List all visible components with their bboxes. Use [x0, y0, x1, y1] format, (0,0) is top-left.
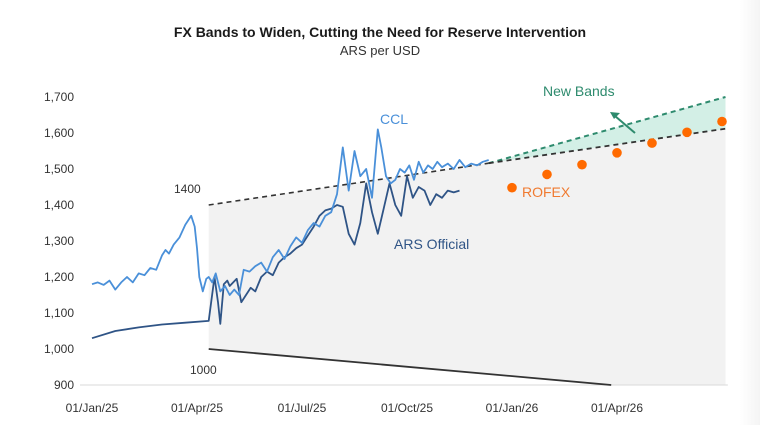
rofex-point	[612, 148, 622, 158]
y-axis-ticks: 900 1,000 1,100 1,200 1,300 1,400 1,500 1,600 1,…	[44, 90, 74, 392]
rofex-label: ROFEX	[522, 184, 571, 200]
new-bands-upper-line	[488, 96, 726, 165]
ars-official-line	[91, 175, 460, 340]
y-tick-label: 900	[54, 378, 74, 392]
ars-official-label: ARS Official	[394, 236, 469, 252]
new-bands-label: New Bands	[543, 83, 615, 99]
upper-band-line	[208, 162, 489, 206]
lower-band-start-label: 1000	[190, 363, 217, 377]
x-tick-label: 01/Jan/25	[66, 401, 119, 415]
y-tick-label: 1,600	[44, 126, 74, 140]
y-tick-label: 1,500	[44, 162, 74, 176]
ccl-label: CCL	[380, 111, 408, 127]
upper-band-start-label: 1400	[174, 182, 201, 196]
rofex-points	[507, 116, 727, 193]
rofex-point	[682, 127, 692, 138]
ccl-line	[91, 128, 489, 296]
chart-subtitle: ARS per USD	[339, 43, 421, 58]
right-edge-shade	[740, 0, 760, 425]
x-tick-label: 01/Jan/26	[486, 401, 539, 415]
rofex-point	[507, 182, 517, 193]
x-tick-label: 01/Oct/25	[381, 401, 433, 415]
new-bands-arrow-icon	[614, 115, 636, 134]
y-tick-label: 1,000	[44, 342, 74, 356]
y-tick-label: 1,200	[44, 270, 74, 284]
chart-title: FX Bands to Widen, Cutting the Need for …	[173, 24, 587, 40]
y-tick-label: 1,400	[44, 198, 74, 212]
rofex-point	[577, 159, 587, 170]
y-tick-label: 1,100	[44, 306, 74, 320]
lower-band-line	[208, 348, 612, 386]
y-tick-label: 1,700	[44, 90, 74, 104]
y-tick-label: 1,300	[44, 234, 74, 248]
x-tick-label: 01/Apr/25	[171, 401, 223, 415]
new-bands-arrowhead-icon	[610, 112, 620, 119]
rofex-point	[542, 169, 552, 180]
rofex-point	[717, 116, 727, 127]
rofex-point	[647, 138, 657, 148]
x-tick-label: 01/Apr/26	[591, 401, 643, 415]
x-tick-label: 01/Jul/25	[278, 401, 327, 415]
x-axis-ticks: 01/Jan/25 01/Apr/25 01/Jul/25 01/Oct/25 01/J…	[66, 401, 644, 415]
